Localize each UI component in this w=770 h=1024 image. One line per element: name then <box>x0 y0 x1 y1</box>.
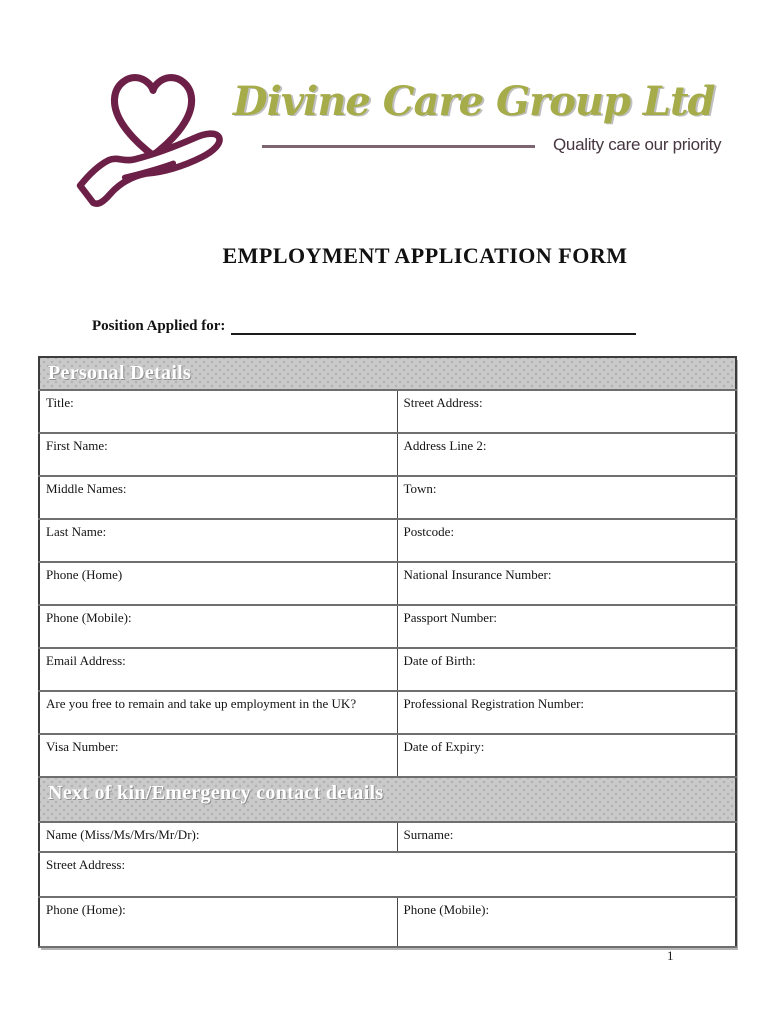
field-label: Title: <box>46 395 74 410</box>
field-kin-phone-home-cell[interactable]: Phone (Home): <box>38 896 398 948</box>
position-input-line[interactable] <box>231 319 636 335</box>
field-label: Phone (Mobile): <box>403 902 490 917</box>
field-title-cell[interactable]: Title: <box>38 389 398 434</box>
table-row: Phone (Home): Phone (Mobile): <box>38 896 737 948</box>
table-row: Street Address: <box>38 851 737 898</box>
field-label: Street Address: <box>46 857 126 872</box>
field-label: Date of Birth: <box>403 653 476 668</box>
table-row: Name (Miss/Ms/Mrs/Mr/Dr): Surname: <box>38 821 737 853</box>
field-label: Professional Registration Number: <box>403 696 585 711</box>
next-of-kin-heading: Next of kin/Emergency contact details <box>38 776 737 823</box>
palm-crease-line <box>121 160 177 181</box>
table-row: Are you free to remain and take up emplo… <box>38 690 737 735</box>
application-form-table: Personal Details Title: Street Address: … <box>38 356 737 948</box>
table-row: Visa Number: Date of Expiry: <box>38 733 737 778</box>
field-national-insurance-number-cell[interactable]: National Insurance Number: <box>396 561 737 606</box>
field-label: Street Address: <box>403 395 483 410</box>
field-label: Passport Number: <box>403 610 498 625</box>
brand-tagline: Quality care our priority <box>553 135 722 154</box>
page-number: 1 <box>667 948 674 963</box>
table-row: Phone (Home) National Insurance Number: <box>38 561 737 606</box>
field-email-address-cell[interactable]: Email Address: <box>38 647 398 692</box>
personal-details-heading: Personal Details <box>38 356 737 391</box>
field-middle-names-cell[interactable]: Middle Names: <box>38 475 398 520</box>
field-passport-number-cell[interactable]: Passport Number: <box>396 604 737 649</box>
heart-in-hand-icon <box>76 74 223 207</box>
field-visa-number-cell[interactable]: Visa Number: <box>38 733 398 778</box>
field-phone-home-cell[interactable]: Phone (Home) <box>38 561 398 606</box>
field-label: Phone (Home) <box>46 567 123 582</box>
field-label: Postcode: <box>403 524 455 539</box>
field-uk-employment-eligibility-cell[interactable]: Are you free to remain and take up emplo… <box>38 690 398 735</box>
brand-underline <box>262 145 535 148</box>
field-first-name-cell[interactable]: First Name: <box>38 432 398 477</box>
section-header-row: Next of kin/Emergency contact details <box>38 776 737 823</box>
field-kin-phone-mobile-cell[interactable]: Phone (Mobile): <box>396 896 737 948</box>
heart-icon <box>111 74 196 159</box>
field-label: First Name: <box>46 438 108 453</box>
form-title: EMPLOYMENT APPLICATION FORM <box>222 243 628 268</box>
company-name: Divine Care Group Ltd <box>233 78 715 125</box>
field-date-of-birth-cell[interactable]: Date of Birth: <box>396 647 737 692</box>
field-label: Address Line 2: <box>403 438 487 453</box>
field-date-of-expiry-cell[interactable]: Date of Expiry: <box>396 733 737 778</box>
field-label: Phone (Mobile): <box>46 610 132 625</box>
field-label: Name (Miss/Ms/Mrs/Mr/Dr): <box>46 827 200 842</box>
table-row: Phone (Mobile): Passport Number: <box>38 604 737 649</box>
field-address-line-2-cell[interactable]: Address Line 2: <box>396 432 737 477</box>
field-label: Phone (Home): <box>46 902 126 917</box>
table-row: Middle Names: Town: <box>38 475 737 520</box>
field-phone-mobile-cell[interactable]: Phone (Mobile): <box>38 604 398 649</box>
field-label: Visa Number: <box>46 739 119 754</box>
field-postcode-cell[interactable]: Postcode: <box>396 518 737 563</box>
table-row: First Name: Address Line 2: <box>38 432 737 477</box>
field-label: Email Address: <box>46 653 126 668</box>
section-header-row: Personal Details <box>38 356 737 391</box>
table-row: Last Name: Postcode: <box>38 518 737 563</box>
field-label: Town: <box>403 481 437 496</box>
field-kin-surname-cell[interactable]: Surname: <box>396 821 737 853</box>
field-label: Are you free to remain and take up emplo… <box>46 696 357 711</box>
field-professional-registration-number-cell[interactable]: Professional Registration Number: <box>396 690 737 735</box>
field-label: Last Name: <box>46 524 107 539</box>
field-kin-name-cell[interactable]: Name (Miss/Ms/Mrs/Mr/Dr): <box>38 821 398 853</box>
field-street-address-cell[interactable]: Street Address: <box>396 389 737 434</box>
field-label: Surname: <box>403 827 454 842</box>
field-kin-street-address-cell[interactable]: Street Address: <box>38 851 737 898</box>
field-label: Date of Expiry: <box>403 739 485 754</box>
table-row: Title: Street Address: <box>38 389 737 434</box>
table-row: Email Address: Date of Birth: <box>38 647 737 692</box>
field-town-cell[interactable]: Town: <box>396 475 737 520</box>
field-label: National Insurance Number: <box>403 567 552 582</box>
field-label: Middle Names: <box>46 481 127 496</box>
position-applied-row: Position Applied for: <box>92 318 636 335</box>
field-last-name-cell[interactable]: Last Name: <box>38 518 398 563</box>
position-label: Position Applied for: <box>92 318 226 334</box>
